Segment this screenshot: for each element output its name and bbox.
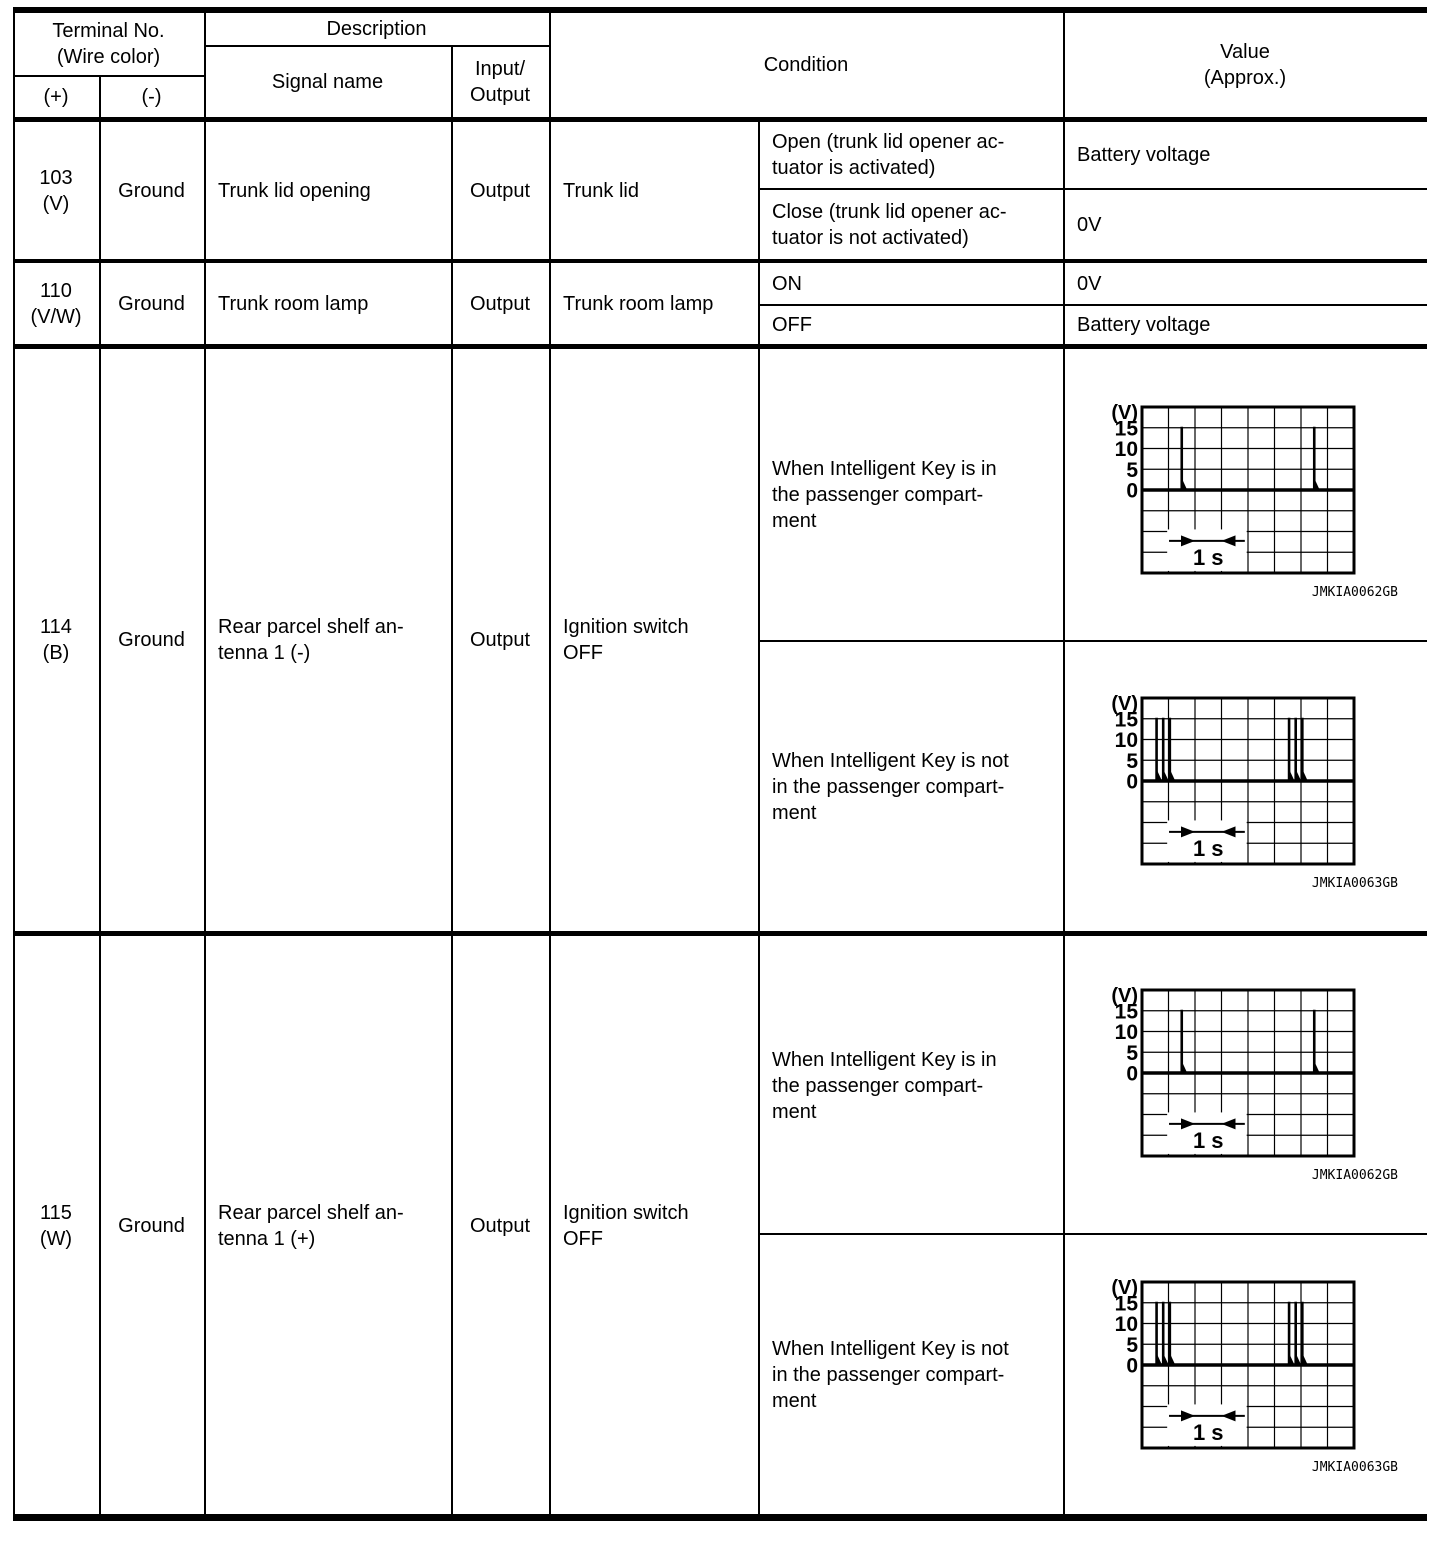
svg-text:(V): (V) [1111,1277,1138,1299]
svg-text:0: 0 [1126,1355,1138,1378]
io-cell: Output [469,292,531,315]
chart-caption: JMKIA0062GB [1311,1168,1398,1183]
terminal-cell: 110 (V/W) [30,279,82,328]
header-terminal-no: Terminal No. (Wire color) [52,20,165,68]
header-description: Description [326,18,427,40]
header-plus: (+) [43,86,69,108]
signal-cell: Rear parcel shelf an- tenna 1 (-) [218,616,404,664]
terminal-cell: 103 (V) [39,166,73,215]
svg-text:10: 10 [1115,1313,1138,1336]
grid-line [13,259,1427,263]
chart-caption: JMKIA0063GB [1311,876,1398,891]
svg-text:1 s: 1 s [1193,545,1224,570]
svg-text:5: 5 [1126,459,1138,482]
svg-text:1 s: 1 s [1193,1128,1224,1153]
subcondition-cell: Open (trunk lid opener ac- tuator is act… [772,131,1005,179]
header-input-output: Input/ Output [469,58,531,106]
svg-text:15: 15 [1115,708,1139,731]
waveform-chart: 1 s (V) 15 10 5 0 [1076,1256,1412,1460]
grid-line [13,344,1427,349]
svg-text:5: 5 [1126,1042,1138,1065]
header-condition: Condition [763,54,849,76]
svg-text:5: 5 [1126,750,1138,773]
grid-line [758,640,1427,642]
waveform-chart: 1 s (V) 15 10 5 0 [1076,381,1412,585]
grid-line [758,188,1427,190]
ground-cell: Ground [118,292,185,315]
subcondition-cell: Close (trunk lid opener ac- tuator is no… [772,200,1007,249]
grid-line [758,122,760,1514]
svg-text:10: 10 [1115,438,1138,461]
svg-text:5: 5 [1126,1334,1138,1357]
signal-cell: Trunk room lamp [218,292,369,315]
grid-line [13,75,204,77]
ground-cell: Ground [118,629,185,651]
header-minus: (-) [141,86,162,108]
svg-text:0: 0 [1126,1063,1138,1086]
grid-line [13,117,1427,122]
svg-text:15: 15 [1115,417,1139,440]
ground-cell: Ground [118,1215,185,1237]
svg-text:(V): (V) [1111,693,1138,715]
svg-text:0: 0 [1126,480,1138,503]
grid-line [13,1514,1427,1521]
signal-cell: Rear parcel shelf an- tenna 1 (+) [218,1202,404,1250]
terminal-cell: 114 (B) [40,616,72,664]
grid-line [99,75,101,1514]
grid-line [451,45,453,1514]
svg-text:10: 10 [1115,1021,1138,1044]
chart-caption: JMKIA0063GB [1311,1460,1398,1475]
svg-text:15: 15 [1115,1000,1139,1023]
terminal-cell: 115 (W) [39,1202,73,1250]
svg-text:10: 10 [1115,729,1138,752]
subcondition-cell: When Intelligent Key is in the passenger… [772,457,997,532]
svg-text:1 s: 1 s [1193,836,1224,861]
grid-line [758,1233,1427,1235]
subcondition-cell: When Intelligent Key is not in the passe… [772,1337,1009,1412]
grid-line [204,45,549,47]
grid-line [1063,7,1065,1514]
io-cell: Output [469,629,531,651]
condition-cell: Trunk lid [563,179,639,202]
ground-cell: Ground [118,179,185,202]
condition-cell: Ignition switch OFF [563,616,689,664]
grid-line [13,931,1427,936]
subcondition-cell: When Intelligent Key is in the passenger… [772,1048,997,1123]
svg-text:(V): (V) [1111,985,1138,1007]
header-signal-name: Signal name [271,71,384,93]
value-cell: 0V [1077,272,1102,295]
signal-cell: Trunk lid opening [218,179,371,202]
condition-cell: Ignition switch OFF [563,1202,689,1250]
grid-line [204,7,206,1514]
subcondition-cell: ON [772,272,802,295]
value-cell: Battery voltage [1077,314,1211,336]
condition-cell: Trunk room lamp [563,292,714,315]
io-cell: Output [469,179,531,202]
svg-text:1 s: 1 s [1193,1420,1224,1445]
value-cell: Battery voltage [1077,144,1211,166]
grid-line [758,304,1427,306]
header-value: Value (Approx.) [1203,41,1287,89]
chart-caption: JMKIA0062GB [1311,585,1398,600]
grid-line [13,7,1427,13]
waveform-chart: 1 s (V) 15 10 5 0 [1076,672,1412,876]
value-cell: 0V [1077,213,1102,236]
svg-text:15: 15 [1115,1292,1139,1315]
svg-text:0: 0 [1126,771,1138,794]
subcondition-cell: When Intelligent Key is not in the passe… [772,749,1009,824]
grid-line [549,7,551,1514]
svg-text:(V): (V) [1111,402,1138,424]
io-cell: Output [469,1215,531,1237]
subcondition-cell: OFF [772,314,812,336]
waveform-chart: 1 s (V) 15 10 5 0 [1076,964,1412,1168]
grid-line [13,7,15,1521]
